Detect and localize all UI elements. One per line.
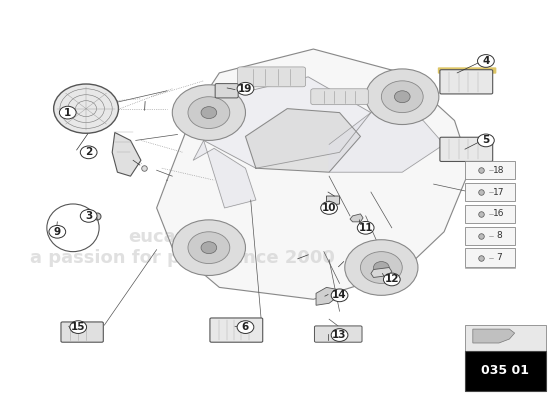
FancyBboxPatch shape xyxy=(465,183,515,201)
Polygon shape xyxy=(316,287,337,305)
Text: 11: 11 xyxy=(359,223,373,233)
Circle shape xyxy=(477,134,494,147)
Text: 17: 17 xyxy=(493,188,505,196)
Text: eucarparts
a passion for parts since 2000: eucarparts a passion for parts since 200… xyxy=(30,228,335,267)
Circle shape xyxy=(394,91,410,103)
Text: 035 01: 035 01 xyxy=(481,364,530,377)
Circle shape xyxy=(70,321,86,334)
Circle shape xyxy=(358,222,374,234)
FancyBboxPatch shape xyxy=(215,84,238,98)
Circle shape xyxy=(54,84,118,133)
FancyBboxPatch shape xyxy=(438,67,496,74)
Circle shape xyxy=(188,232,230,264)
FancyBboxPatch shape xyxy=(311,89,368,105)
Circle shape xyxy=(383,273,400,286)
FancyBboxPatch shape xyxy=(440,137,493,162)
Polygon shape xyxy=(350,214,363,222)
Polygon shape xyxy=(329,113,444,172)
FancyBboxPatch shape xyxy=(61,322,103,342)
Text: 18: 18 xyxy=(493,166,505,175)
Circle shape xyxy=(172,220,245,276)
FancyBboxPatch shape xyxy=(238,67,306,87)
Text: 14: 14 xyxy=(332,290,347,300)
Text: 3: 3 xyxy=(85,211,92,221)
Polygon shape xyxy=(157,49,470,299)
Text: 2: 2 xyxy=(85,147,92,157)
Circle shape xyxy=(237,321,254,334)
FancyBboxPatch shape xyxy=(210,318,263,342)
Text: 6: 6 xyxy=(242,322,249,332)
Text: 7: 7 xyxy=(496,253,502,262)
Circle shape xyxy=(201,107,217,118)
Circle shape xyxy=(80,146,97,159)
Polygon shape xyxy=(193,140,256,208)
Circle shape xyxy=(360,252,402,284)
FancyBboxPatch shape xyxy=(465,227,515,245)
FancyBboxPatch shape xyxy=(315,326,362,342)
Text: 9: 9 xyxy=(54,227,61,237)
Circle shape xyxy=(373,262,389,274)
Circle shape xyxy=(172,85,245,140)
Polygon shape xyxy=(371,268,392,278)
Text: 13: 13 xyxy=(332,330,347,340)
FancyBboxPatch shape xyxy=(465,161,515,179)
FancyBboxPatch shape xyxy=(465,205,515,223)
Circle shape xyxy=(345,240,418,295)
Text: 19: 19 xyxy=(238,84,252,94)
Circle shape xyxy=(477,55,494,67)
Text: 10: 10 xyxy=(322,203,337,213)
Text: 12: 12 xyxy=(384,274,399,284)
Circle shape xyxy=(188,97,230,128)
FancyBboxPatch shape xyxy=(465,325,546,351)
Text: 1: 1 xyxy=(64,108,72,118)
Circle shape xyxy=(321,202,338,214)
Text: 4: 4 xyxy=(482,56,490,66)
Polygon shape xyxy=(204,77,371,168)
Polygon shape xyxy=(327,196,339,206)
Circle shape xyxy=(331,289,348,302)
FancyBboxPatch shape xyxy=(465,351,546,391)
Circle shape xyxy=(80,210,97,222)
FancyBboxPatch shape xyxy=(440,70,493,94)
Text: 8: 8 xyxy=(496,231,502,240)
Text: 5: 5 xyxy=(482,136,490,146)
Circle shape xyxy=(366,69,439,124)
Circle shape xyxy=(237,82,254,95)
Circle shape xyxy=(381,81,423,113)
Circle shape xyxy=(49,226,65,238)
Text: 15: 15 xyxy=(71,322,85,332)
Circle shape xyxy=(201,242,217,254)
Circle shape xyxy=(59,106,76,119)
Polygon shape xyxy=(245,109,360,172)
Circle shape xyxy=(331,329,348,342)
FancyBboxPatch shape xyxy=(465,248,515,267)
Text: 16: 16 xyxy=(493,210,505,218)
Polygon shape xyxy=(112,132,141,176)
Polygon shape xyxy=(473,329,515,343)
